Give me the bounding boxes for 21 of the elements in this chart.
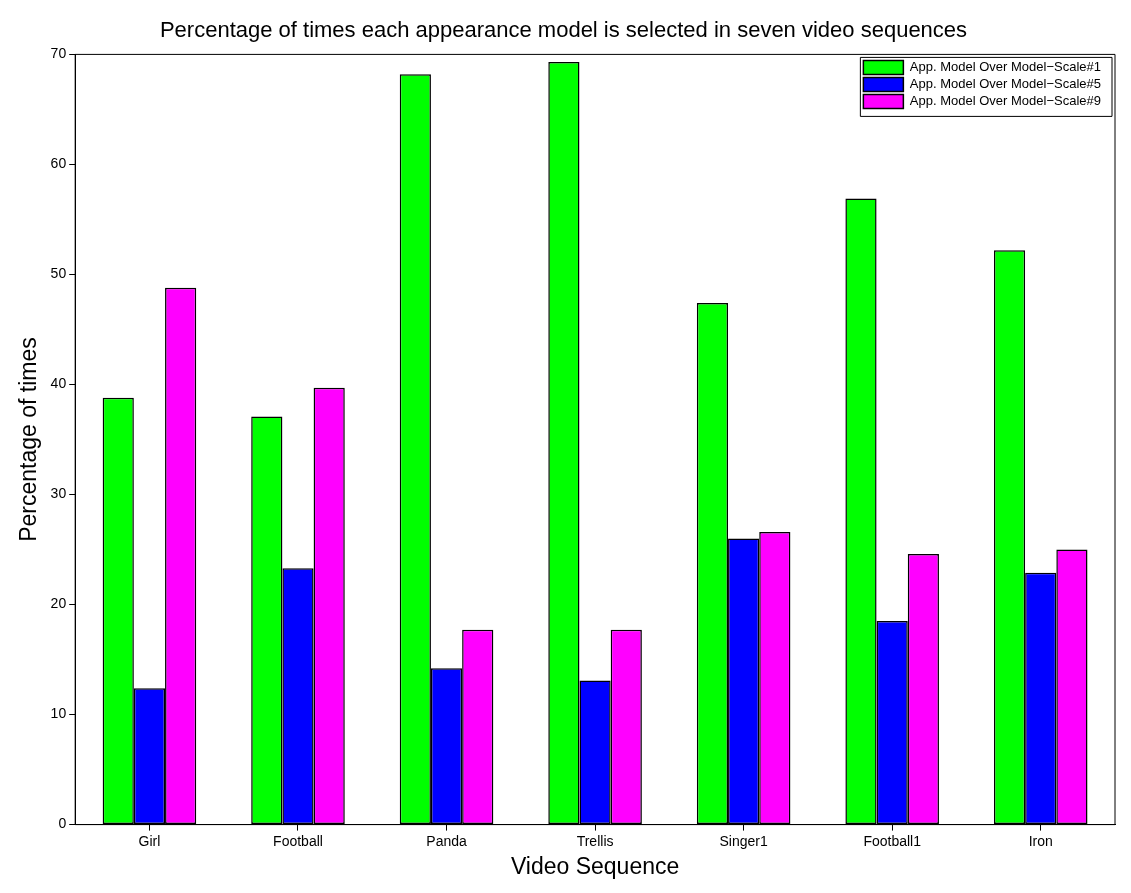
y-tick-label: 30 xyxy=(50,485,67,502)
y-tick-label: 60 xyxy=(50,155,67,172)
x-tick-label: Trellis xyxy=(576,832,614,849)
x-axis-title: Video Sequence xyxy=(510,852,680,879)
legend-label: App. Model Over Model−Scale#9 xyxy=(909,92,1102,108)
y-tick-label: 0 xyxy=(58,815,67,832)
y-axis-title: Percentage of times xyxy=(15,337,42,542)
x-tick-label: Singer1 xyxy=(719,832,768,849)
x-tick-label: Girl xyxy=(138,832,161,849)
x-tick-label: Football xyxy=(273,832,323,849)
y-tick-label: 40 xyxy=(50,375,67,392)
x-tick-label: Football1 xyxy=(863,832,922,849)
legend-label: App. Model Over Model−Scale#5 xyxy=(909,75,1102,91)
x-tick-label: Iron xyxy=(1028,832,1053,849)
y-tick-label: 70 xyxy=(50,45,67,62)
legend-label: App. Model Over Model−Scale#1 xyxy=(909,58,1102,74)
y-tick-label: 50 xyxy=(50,265,67,282)
y-tick-label: 10 xyxy=(50,705,67,722)
chart-title: Percentage of times each appearance model is selected in seven video sequences xyxy=(159,17,968,43)
x-tick-label: Panda xyxy=(426,832,467,849)
y-tick-label: 20 xyxy=(50,595,67,612)
